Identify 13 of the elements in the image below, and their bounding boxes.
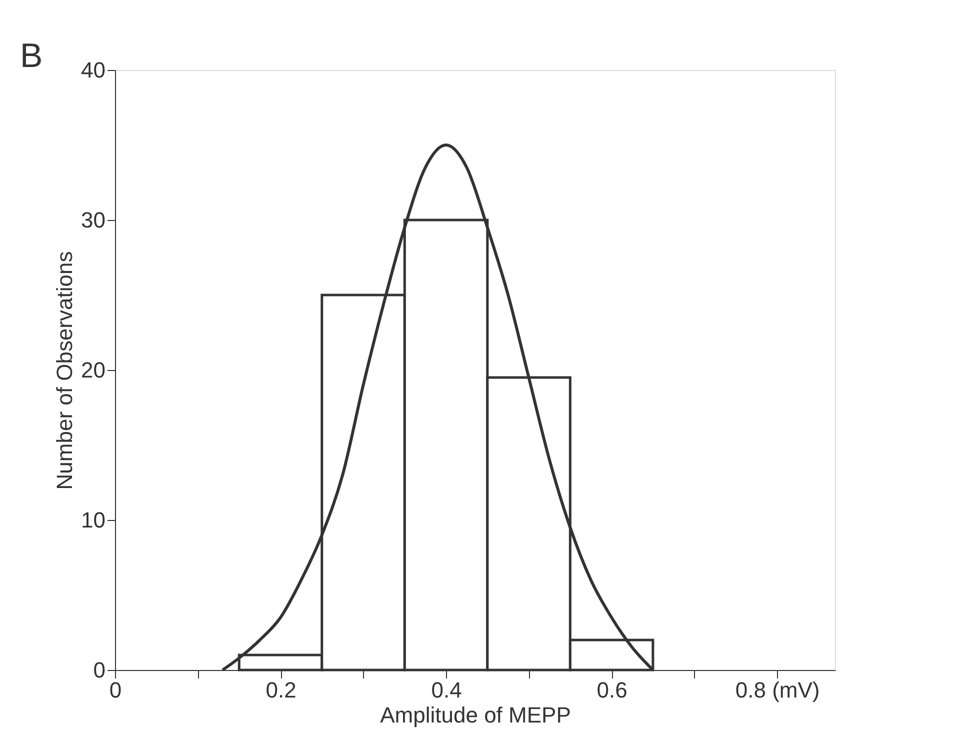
x-tick-label: 0.4 xyxy=(431,678,462,702)
x-tick-label: 0 xyxy=(109,678,122,702)
x-tick-label: 0.6 xyxy=(596,678,628,702)
x-tick-label: 0.8 (mV) xyxy=(735,678,820,702)
y-tick-label: 0 xyxy=(93,658,106,682)
text: B xyxy=(20,37,43,75)
x-axis-title: Amplitude of MEPP xyxy=(380,702,571,728)
y-tick-label: 20 xyxy=(81,358,106,382)
y-tick-label: 10 xyxy=(81,508,106,532)
y-tick-label: 30 xyxy=(81,208,106,232)
x-tick-label: 0.2 xyxy=(266,678,296,702)
y-axis-title: Number of Observations xyxy=(52,251,78,490)
y-tick-label: 40 xyxy=(81,58,106,82)
